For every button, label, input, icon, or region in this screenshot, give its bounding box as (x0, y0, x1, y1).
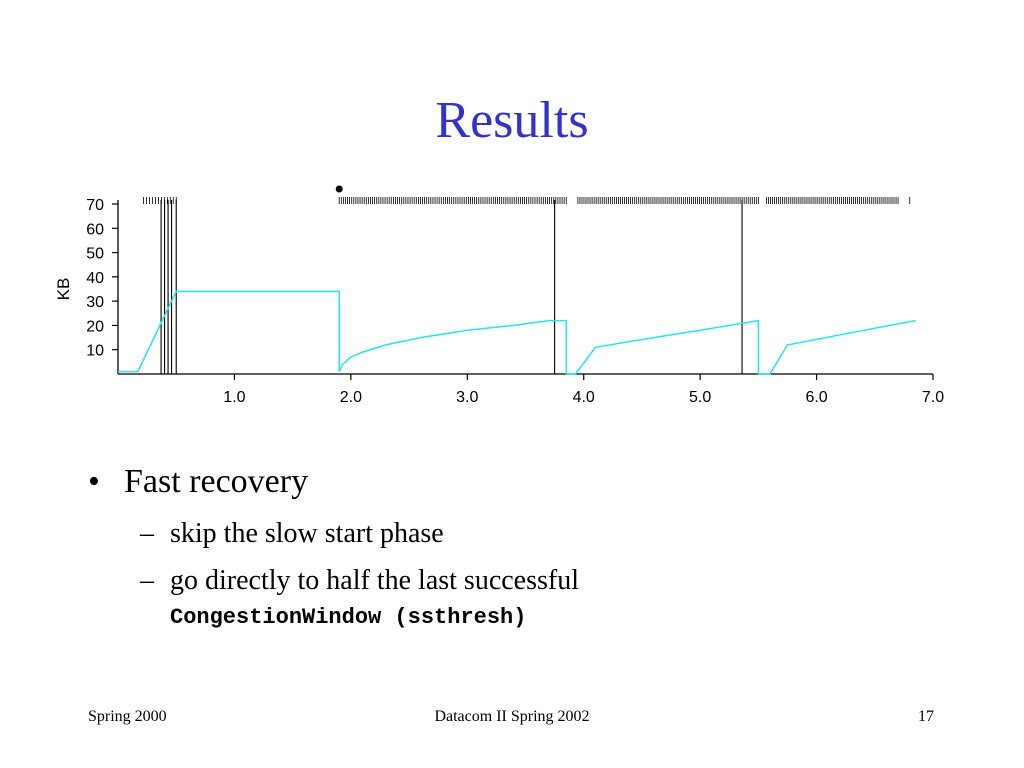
dash-glyph: – (140, 517, 154, 549)
footer-page-number: 17 (918, 708, 934, 725)
bullet-fast-recovery: • Fast recovery (88, 462, 968, 503)
y-tick-label: 20 (86, 318, 104, 335)
code-congestion-window: CongestionWindow (170, 604, 382, 630)
sub-bullet-half-window: – go directly to half the last successfu… (140, 564, 968, 631)
dash-glyph: – (140, 565, 154, 597)
sub-bullet-text: skip the slow start phase (170, 517, 444, 549)
footer-left: Spring 2000 (88, 708, 167, 725)
y-tick-label: 70 (86, 197, 104, 214)
y-tick-label: 60 (86, 221, 104, 238)
x-tick-label: 1.0 (223, 389, 245, 406)
slide-title: Results (435, 92, 589, 149)
timeout-marker (335, 185, 343, 193)
sub-bullet-content: go directly to half the last successful … (170, 564, 579, 631)
bullet-list: • Fast recovery – skip the slow start ph… (88, 462, 968, 632)
y-tick-label: 30 (86, 294, 104, 311)
sub-bullet-text: go directly to half the last successful (170, 565, 579, 597)
congestion-window-line (118, 290, 916, 375)
x-tick-label: 7.0 (922, 389, 944, 406)
code-open-paren: ( (381, 604, 408, 630)
results-chart: 10 20 30 40 50 60 70 1.0 2.0 3.0 4.0 5.0 6.0 7.0 KB (54, 185, 944, 406)
footer-center: Datacom II Spring 2002 (434, 708, 590, 725)
y-tick-label: 40 (86, 270, 104, 287)
code-close-paren: ) (513, 604, 527, 630)
sub-bullet-skip-slow-start: – skip the slow start phase (140, 517, 968, 551)
y-tick-label: 10 (86, 343, 104, 360)
x-tick-label: 2.0 (340, 389, 362, 406)
y-tick-label: 50 (86, 246, 104, 263)
x-tick-label: 6.0 (805, 389, 827, 406)
bullet-text: Fast recovery (124, 463, 309, 500)
bullet-glyph: • (88, 463, 100, 500)
x-tick-label: 5.0 (689, 389, 711, 406)
x-tick-label: 3.0 (456, 389, 478, 406)
y-axis-label: KB (54, 278, 73, 301)
x-tick-label: 4.0 (573, 389, 595, 406)
code-ssthresh: ssthresh (407, 604, 514, 630)
